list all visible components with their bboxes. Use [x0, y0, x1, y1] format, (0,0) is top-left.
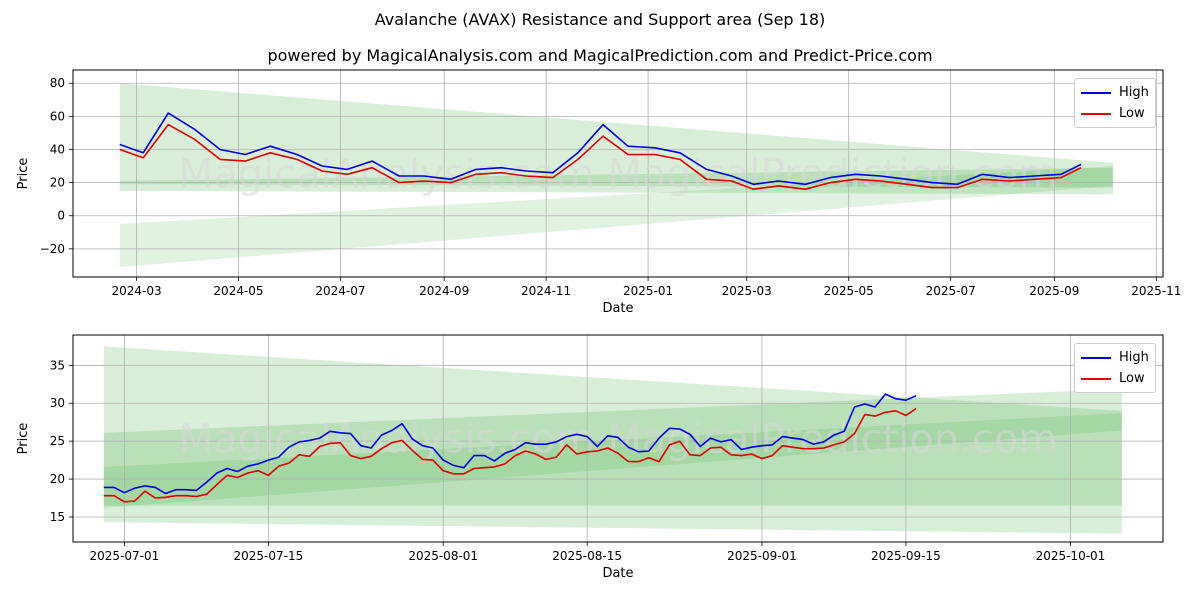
top-x-tick-label: 2024-11 — [521, 284, 571, 298]
top-x-tick-label: 2025-07 — [926, 284, 976, 298]
legend-bottom: High Low — [1074, 343, 1156, 393]
legend-label-high: High — [1119, 350, 1149, 365]
legend-swatch-low — [1081, 377, 1111, 380]
top-x-axis-label: Date — [602, 301, 633, 316]
top-y-tick-label: 0 — [57, 209, 65, 223]
legend-label-low: Low — [1119, 371, 1145, 386]
legend-swatch-low — [1081, 112, 1111, 115]
bottom-x-tick-label: 2025-07-15 — [234, 549, 304, 563]
bottom-y-tick-label: 20 — [50, 472, 65, 486]
bottom-x-tick-label: 2025-08-15 — [552, 549, 622, 563]
legend-label-low: Low — [1119, 106, 1145, 121]
top-x-tick-label: 2025-05 — [824, 284, 874, 298]
top-x-tick-label: 2024-05 — [213, 284, 263, 298]
bottom-y-tick-label: 35 — [50, 358, 65, 372]
top-band-3 — [119, 166, 1113, 268]
bottom-x-tick-label: 2025-09-01 — [727, 549, 797, 563]
top-x-tick-label: 2025-09 — [1029, 284, 1079, 298]
bottom-x-tick-label: 2025-10-01 — [1036, 549, 1106, 563]
bottom-band-2 — [103, 388, 1122, 506]
top-y-axis-label: Price — [16, 158, 31, 190]
bottom-x-tick-label: 2025-09-15 — [871, 549, 941, 563]
bottom-axes-frame — [72, 334, 1164, 543]
top-y-tick-label: 80 — [50, 76, 65, 90]
legend-item-low: Low — [1081, 368, 1149, 389]
top-band-1 — [119, 83, 1113, 195]
bottom-x-tick-label: 2025-08-01 — [408, 549, 478, 563]
bottom-series-low — [103, 407, 917, 503]
top-watermark: MagicalAnalysis.com MagicalPrediction.co… — [179, 152, 1058, 198]
bottom-watermark: MagicalAnalysis.com MagicalPrediction.co… — [179, 417, 1058, 463]
top-x-tick-label: 2024-09 — [419, 284, 469, 298]
top-x-tick-label: 2024-03 — [111, 284, 161, 298]
bottom-band-3 — [103, 413, 1122, 508]
top-x-tick-label: 2025-11 — [1131, 284, 1181, 298]
bottom-x-axis-label: Date — [602, 566, 633, 581]
chart-subtitle: powered by MagicalAnalysis.com and Magic… — [267, 46, 933, 65]
top-axes-frame — [72, 69, 1164, 278]
legend-item-high: High — [1081, 347, 1149, 368]
legend-top: High Low — [1074, 78, 1156, 128]
top-series-low — [119, 123, 1082, 190]
bottom-bands — [103, 346, 1122, 534]
top-y-tick-label: 60 — [50, 109, 65, 123]
legend-item-low: Low — [1081, 103, 1149, 124]
bottom-y-axis-label: Price — [16, 423, 31, 455]
top-y-tick-label: 40 — [50, 142, 65, 156]
chart-title: Avalanche (AVAX) Resistance and Support … — [374, 10, 826, 29]
top-x-tick-label: 2024-07 — [315, 284, 365, 298]
bottom-band-1 — [103, 346, 1122, 534]
legend-label-high: High — [1119, 85, 1149, 100]
top-series-high — [119, 112, 1082, 186]
legend-swatch-high — [1081, 356, 1111, 359]
top-y-tick-label: −20 — [40, 242, 65, 256]
top-plot: 2024-03 2024-05 2024-07 2024-09 2024-11 2025-… — [16, 69, 1181, 316]
legend-item-high: High — [1081, 82, 1149, 103]
bottom-plot: 2025-07-01 2025-07-15 2025-08-01 2025-08-15… — [16, 334, 1164, 581]
bottom-y-tick-label: 15 — [50, 510, 65, 524]
bottom-series-high — [103, 393, 917, 495]
top-x-tick-label: 2025-03 — [722, 284, 772, 298]
bottom-y-tick-label: 30 — [50, 396, 65, 410]
bottom-x-tick-label: 2025-07-01 — [90, 549, 160, 563]
bottom-y-tick-label: 25 — [50, 434, 65, 448]
top-x-tick-label: 2025-01 — [623, 284, 673, 298]
legend-swatch-high — [1081, 91, 1111, 94]
top-y-tick-label: 20 — [50, 176, 65, 190]
